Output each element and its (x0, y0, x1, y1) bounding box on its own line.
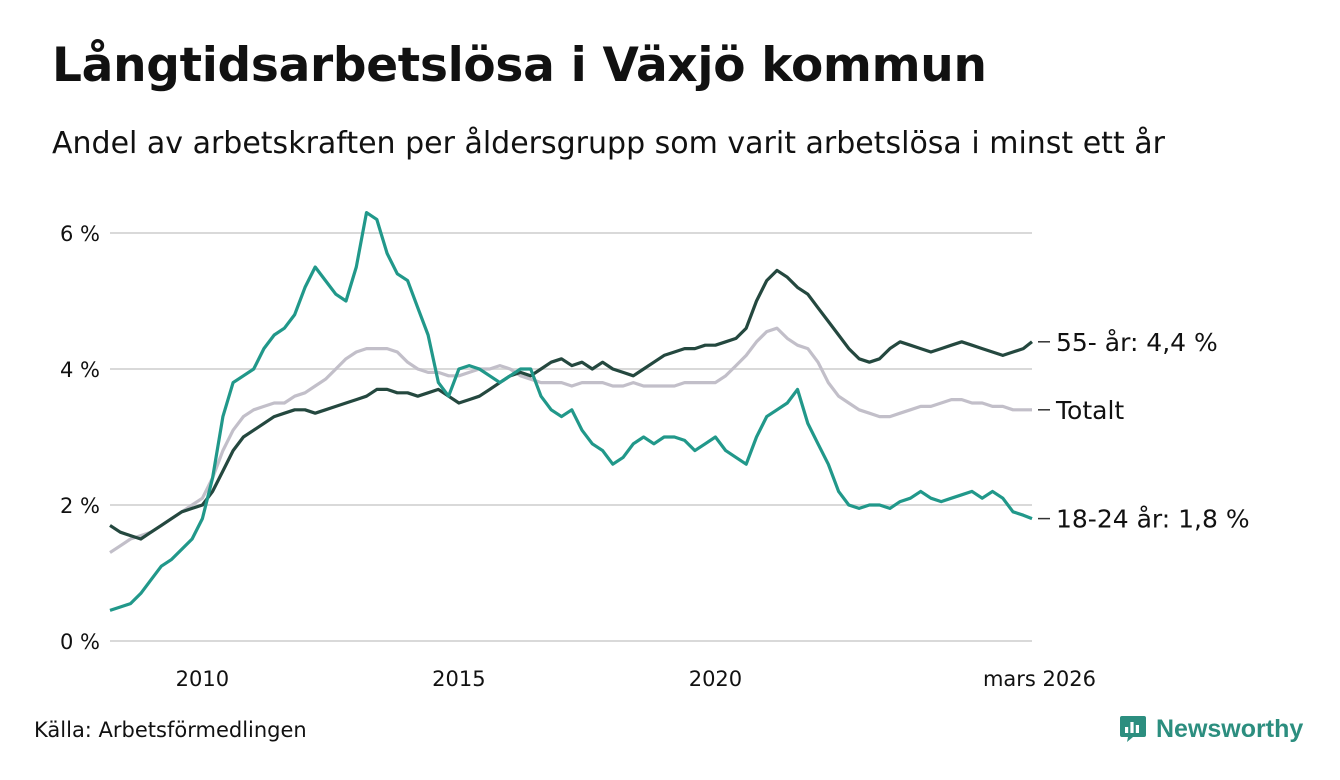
end-label-55-r: 55- år: 4,4 % (1056, 328, 1218, 357)
series-line-55-r (110, 270, 1032, 539)
y-tick-label: 2 % (60, 494, 100, 518)
x-tick-label: 2020 (689, 667, 742, 691)
series-lines (110, 213, 1032, 611)
y-axis: 0 % 2 % 4 % 6 % (60, 222, 100, 654)
series-line-totalt (110, 328, 1032, 552)
brand-logo: Newsworthy (1118, 714, 1303, 744)
y-tick-label: 6 % (60, 222, 100, 246)
x-tick-label: 2010 (176, 667, 229, 691)
end-label-18-24-r: 18-24 år: 1,8 % (1056, 505, 1250, 534)
y-tick-label: 0 % (60, 630, 100, 654)
gridlines (110, 233, 1032, 641)
x-tick-label: 2015 (432, 667, 485, 691)
end-label-totalt: Totalt (1055, 396, 1124, 425)
series-end-labels: 55- år: 4,4 % Totalt 18-24 år: 1,8 % (1038, 328, 1250, 534)
line-chart: 0 % 2 % 4 % 6 % 2010 2015 2020 mars 2026 55- å… (0, 0, 1340, 700)
newsworthy-logo-icon (1118, 714, 1148, 744)
x-tick-label: mars 2026 (983, 667, 1096, 691)
source-credit: Källa: Arbetsförmedlingen (34, 718, 307, 742)
brand-name: Newsworthy (1156, 715, 1303, 744)
x-axis: 2010 2015 2020 mars 2026 (176, 667, 1096, 691)
y-tick-label: 4 % (60, 358, 100, 382)
